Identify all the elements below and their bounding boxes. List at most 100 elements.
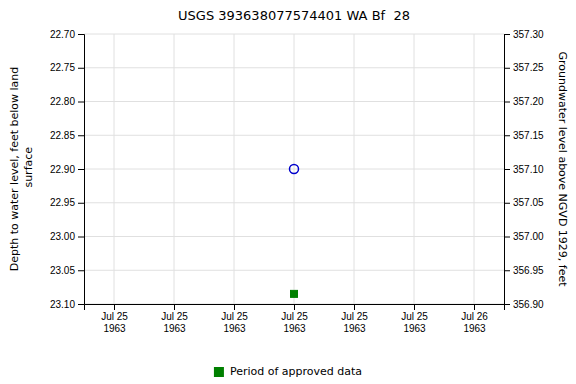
tick-label: 22.85 [50, 130, 75, 141]
tick: 22.95 [50, 197, 84, 208]
plot: Jul 251963 Jul 251963 Jul 251963 Jul 251963… [8, 29, 569, 334]
point [290, 165, 299, 174]
tick: Jul 261963 [461, 304, 488, 334]
grid-line [174, 34, 175, 304]
tick-label: 357.25 [513, 62, 544, 73]
tick-label: 357.15 [513, 130, 544, 141]
tick-mark [354, 304, 355, 310]
tick: 357.10 [504, 164, 544, 175]
grid [84, 34, 504, 304]
grid-line [114, 34, 115, 304]
tick: 357.25 [504, 62, 544, 73]
x-axis: Jul 251963 Jul 251963 Jul 251963 Jul 251963… [85, 304, 505, 334]
tick-mark [504, 237, 510, 238]
tick: 357.05 [504, 197, 544, 208]
tick: 23.00 [50, 231, 84, 242]
marks [290, 165, 299, 298]
tick-label: Jul 261963 [461, 311, 488, 334]
tick-mark [504, 169, 510, 170]
tick: Jul 251963 [341, 304, 368, 334]
tick-label: Jul 251963 [401, 311, 428, 334]
tick-mark [504, 68, 510, 69]
tick-mark [414, 304, 415, 310]
tick-mark [78, 169, 84, 170]
tick: 22.80 [50, 96, 84, 107]
tick-label: 357.30 [513, 29, 544, 40]
tick-mark [78, 270, 84, 271]
tick: 356.95 [504, 265, 544, 276]
legend-label: Period of approved data [230, 365, 362, 378]
tick-label: Jul 251963 [281, 311, 308, 334]
tick-label: 23.05 [50, 265, 75, 276]
tick-mark [78, 34, 84, 35]
tick-label: Jul 251963 [341, 311, 368, 334]
chart: Jul 251963 Jul 251963 Jul 251963 Jul 251963… [0, 0, 576, 384]
tick-mark [234, 304, 235, 310]
tick-label: 22.80 [50, 96, 75, 107]
axis-line [85, 305, 505, 311]
tick-mark [504, 203, 510, 204]
tick-mark [114, 304, 115, 310]
tick-label: 357.20 [513, 96, 544, 107]
tick-label: Jul 251963 [221, 311, 248, 334]
tick-mark [78, 237, 84, 238]
tick-mark [78, 304, 84, 305]
grid-line [414, 34, 415, 304]
tick: 22.90 [50, 164, 84, 175]
point [291, 290, 298, 297]
grid-line [294, 34, 295, 304]
y2-axis: 357.30 357.25 357.20 357.15 357.10 357.05 357.… [504, 29, 544, 310]
legend-item: Period of approved data [214, 365, 362, 378]
legend: Period of approved data [214, 365, 362, 378]
tick-label: 357.05 [513, 197, 544, 208]
tick-label: Jul 251963 [101, 311, 128, 334]
grid-line [234, 34, 235, 304]
axis-line [505, 35, 511, 305]
tick-label: 356.95 [513, 265, 544, 276]
tick: 23.10 [50, 299, 84, 310]
tick-label: 22.95 [50, 197, 75, 208]
y2-axis-title: Groundwater level above NGVD 1929, feet [556, 51, 569, 287]
tick-mark [504, 102, 510, 103]
tick: 357.30 [504, 29, 544, 40]
tick-mark [294, 304, 295, 310]
axis-line [78, 35, 85, 305]
legend-swatch [214, 367, 224, 377]
tick: 22.85 [50, 130, 84, 141]
tick: Jul 251963 [221, 304, 248, 334]
tick-mark [78, 102, 84, 103]
grid-line [354, 34, 355, 304]
tick-label: 22.75 [50, 62, 75, 73]
tick-mark [504, 34, 510, 35]
tick-label: 23.10 [50, 299, 75, 310]
tick: Jul 251963 [401, 304, 428, 334]
y-axis: 22.70 22.75 22.80 22.85 22.90 22.95 23.00 23.05… [50, 29, 85, 310]
tick-mark [78, 68, 84, 69]
tick-label: 22.70 [50, 29, 75, 40]
tick-mark [174, 304, 175, 310]
series [290, 165, 299, 174]
grid-line [474, 34, 475, 304]
tick-mark [474, 304, 475, 310]
title: USGS 393638077574401 WA Bf 28 [178, 8, 410, 23]
y-axis-title: Depth to water level, feet below land su… [8, 67, 34, 272]
tick-mark [504, 270, 510, 271]
series [291, 290, 298, 297]
tick: 22.75 [50, 62, 84, 73]
tick: 357.00 [504, 231, 544, 242]
tick-label: 356.90 [513, 299, 544, 310]
tick-mark [504, 304, 510, 305]
tick-label: 357.00 [513, 231, 544, 242]
tick-label: 357.10 [513, 164, 544, 175]
tick-mark [78, 203, 84, 204]
tick: 356.90 [504, 299, 544, 310]
tick: 357.15 [504, 130, 544, 141]
tick: Jul 251963 [161, 304, 188, 334]
tick-mark [504, 135, 510, 136]
tick: Jul 251963 [281, 304, 308, 334]
tick-label: Jul 251963 [161, 311, 188, 334]
tick-label: 23.00 [50, 231, 75, 242]
tick: 357.20 [504, 96, 544, 107]
tick: Jul 251963 [101, 304, 128, 334]
tick-mark [78, 135, 84, 136]
